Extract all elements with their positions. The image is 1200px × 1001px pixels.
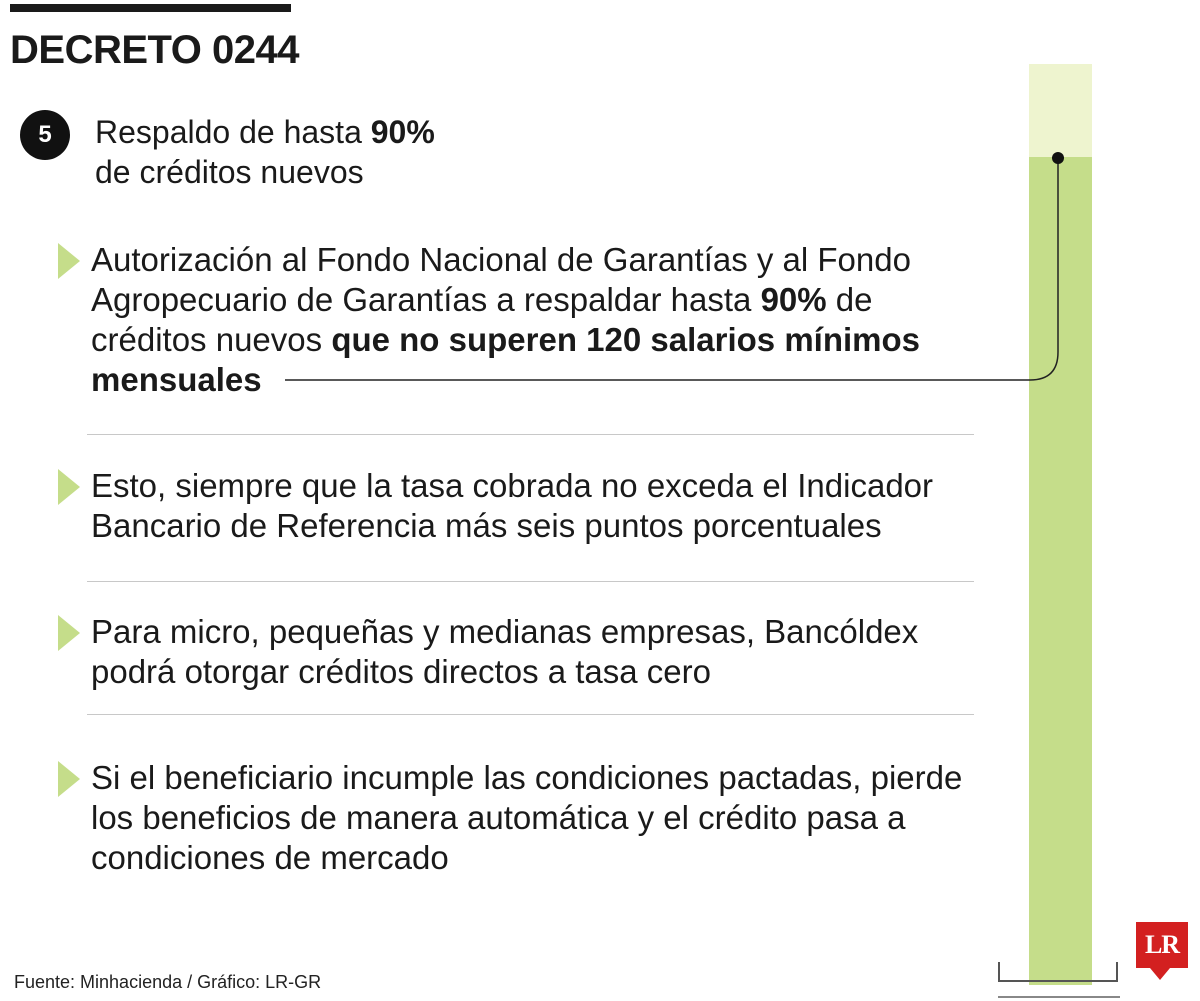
bullet-text-3: Para micro, pequeñas y medianas empresas… [91,613,919,690]
headline-line2: de créditos nuevos [95,154,364,190]
divider [87,714,974,715]
triangle-bullet-icon [58,469,80,505]
top-rule [10,4,291,12]
headline-percent: 90% [370,114,435,150]
connector-dot-icon [1052,152,1064,164]
gauge-bar-empty [1029,64,1092,157]
bar-base-line [998,996,1120,998]
item-number-badge: 5 [20,110,70,160]
bullet-text-1: Autorización al Fondo Nacional de Garant… [91,241,921,398]
page-title: DECRETO 0244 [10,28,299,72]
headline-text: Respaldo de hasta [95,114,371,150]
bar-base-bracket [998,962,1118,982]
triangle-bullet-icon [58,761,80,797]
lr-logo: LR [1136,922,1188,968]
triangle-bullet-icon [58,243,80,279]
gauge-bar-filled [1029,157,1092,985]
source-credit: Fuente: Minhacienda / Gráfico: LR-GR [14,972,322,992]
bullet-item-4: Si el beneficiario incumple las condicio… [58,758,988,878]
bullet-item-1: Autorización al Fondo Nacional de Garant… [58,240,988,400]
bullet-item-2: Esto, siempre que la tasa cobrada no exc… [58,466,988,546]
item-headline: Respaldo de hasta 90% de créditos nuevos [95,112,695,192]
triangle-bullet-icon [58,615,80,651]
divider [87,434,974,435]
lr-logo-tail-icon [1150,968,1170,980]
bullet-text-2: Esto, siempre que la tasa cobrada no exc… [91,467,934,544]
divider [87,581,974,582]
bullet-item-3: Para micro, pequeñas y medianas empresas… [58,612,988,692]
bullet-text-4: Si el beneficiario incumple las condicio… [91,759,963,876]
